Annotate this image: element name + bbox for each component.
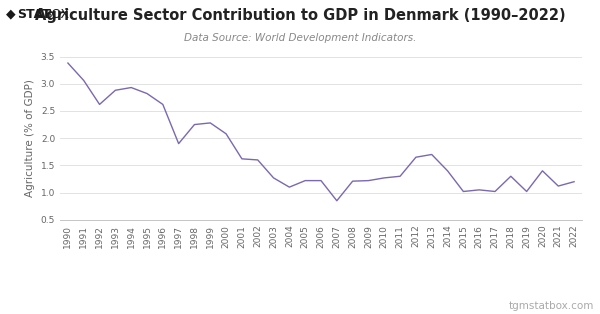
Text: tgmstatbox.com: tgmstatbox.com	[509, 301, 594, 311]
Text: Agriculture Sector Contribution to GDP in Denmark (1990–2022): Agriculture Sector Contribution to GDP i…	[35, 8, 565, 23]
Text: BOX: BOX	[44, 8, 70, 21]
Y-axis label: Agriculture (% of GDP): Agriculture (% of GDP)	[25, 79, 35, 197]
Text: ◆: ◆	[6, 8, 16, 21]
Text: Data Source: World Development Indicators.: Data Source: World Development Indicator…	[184, 33, 416, 43]
Text: STAT: STAT	[17, 8, 50, 21]
